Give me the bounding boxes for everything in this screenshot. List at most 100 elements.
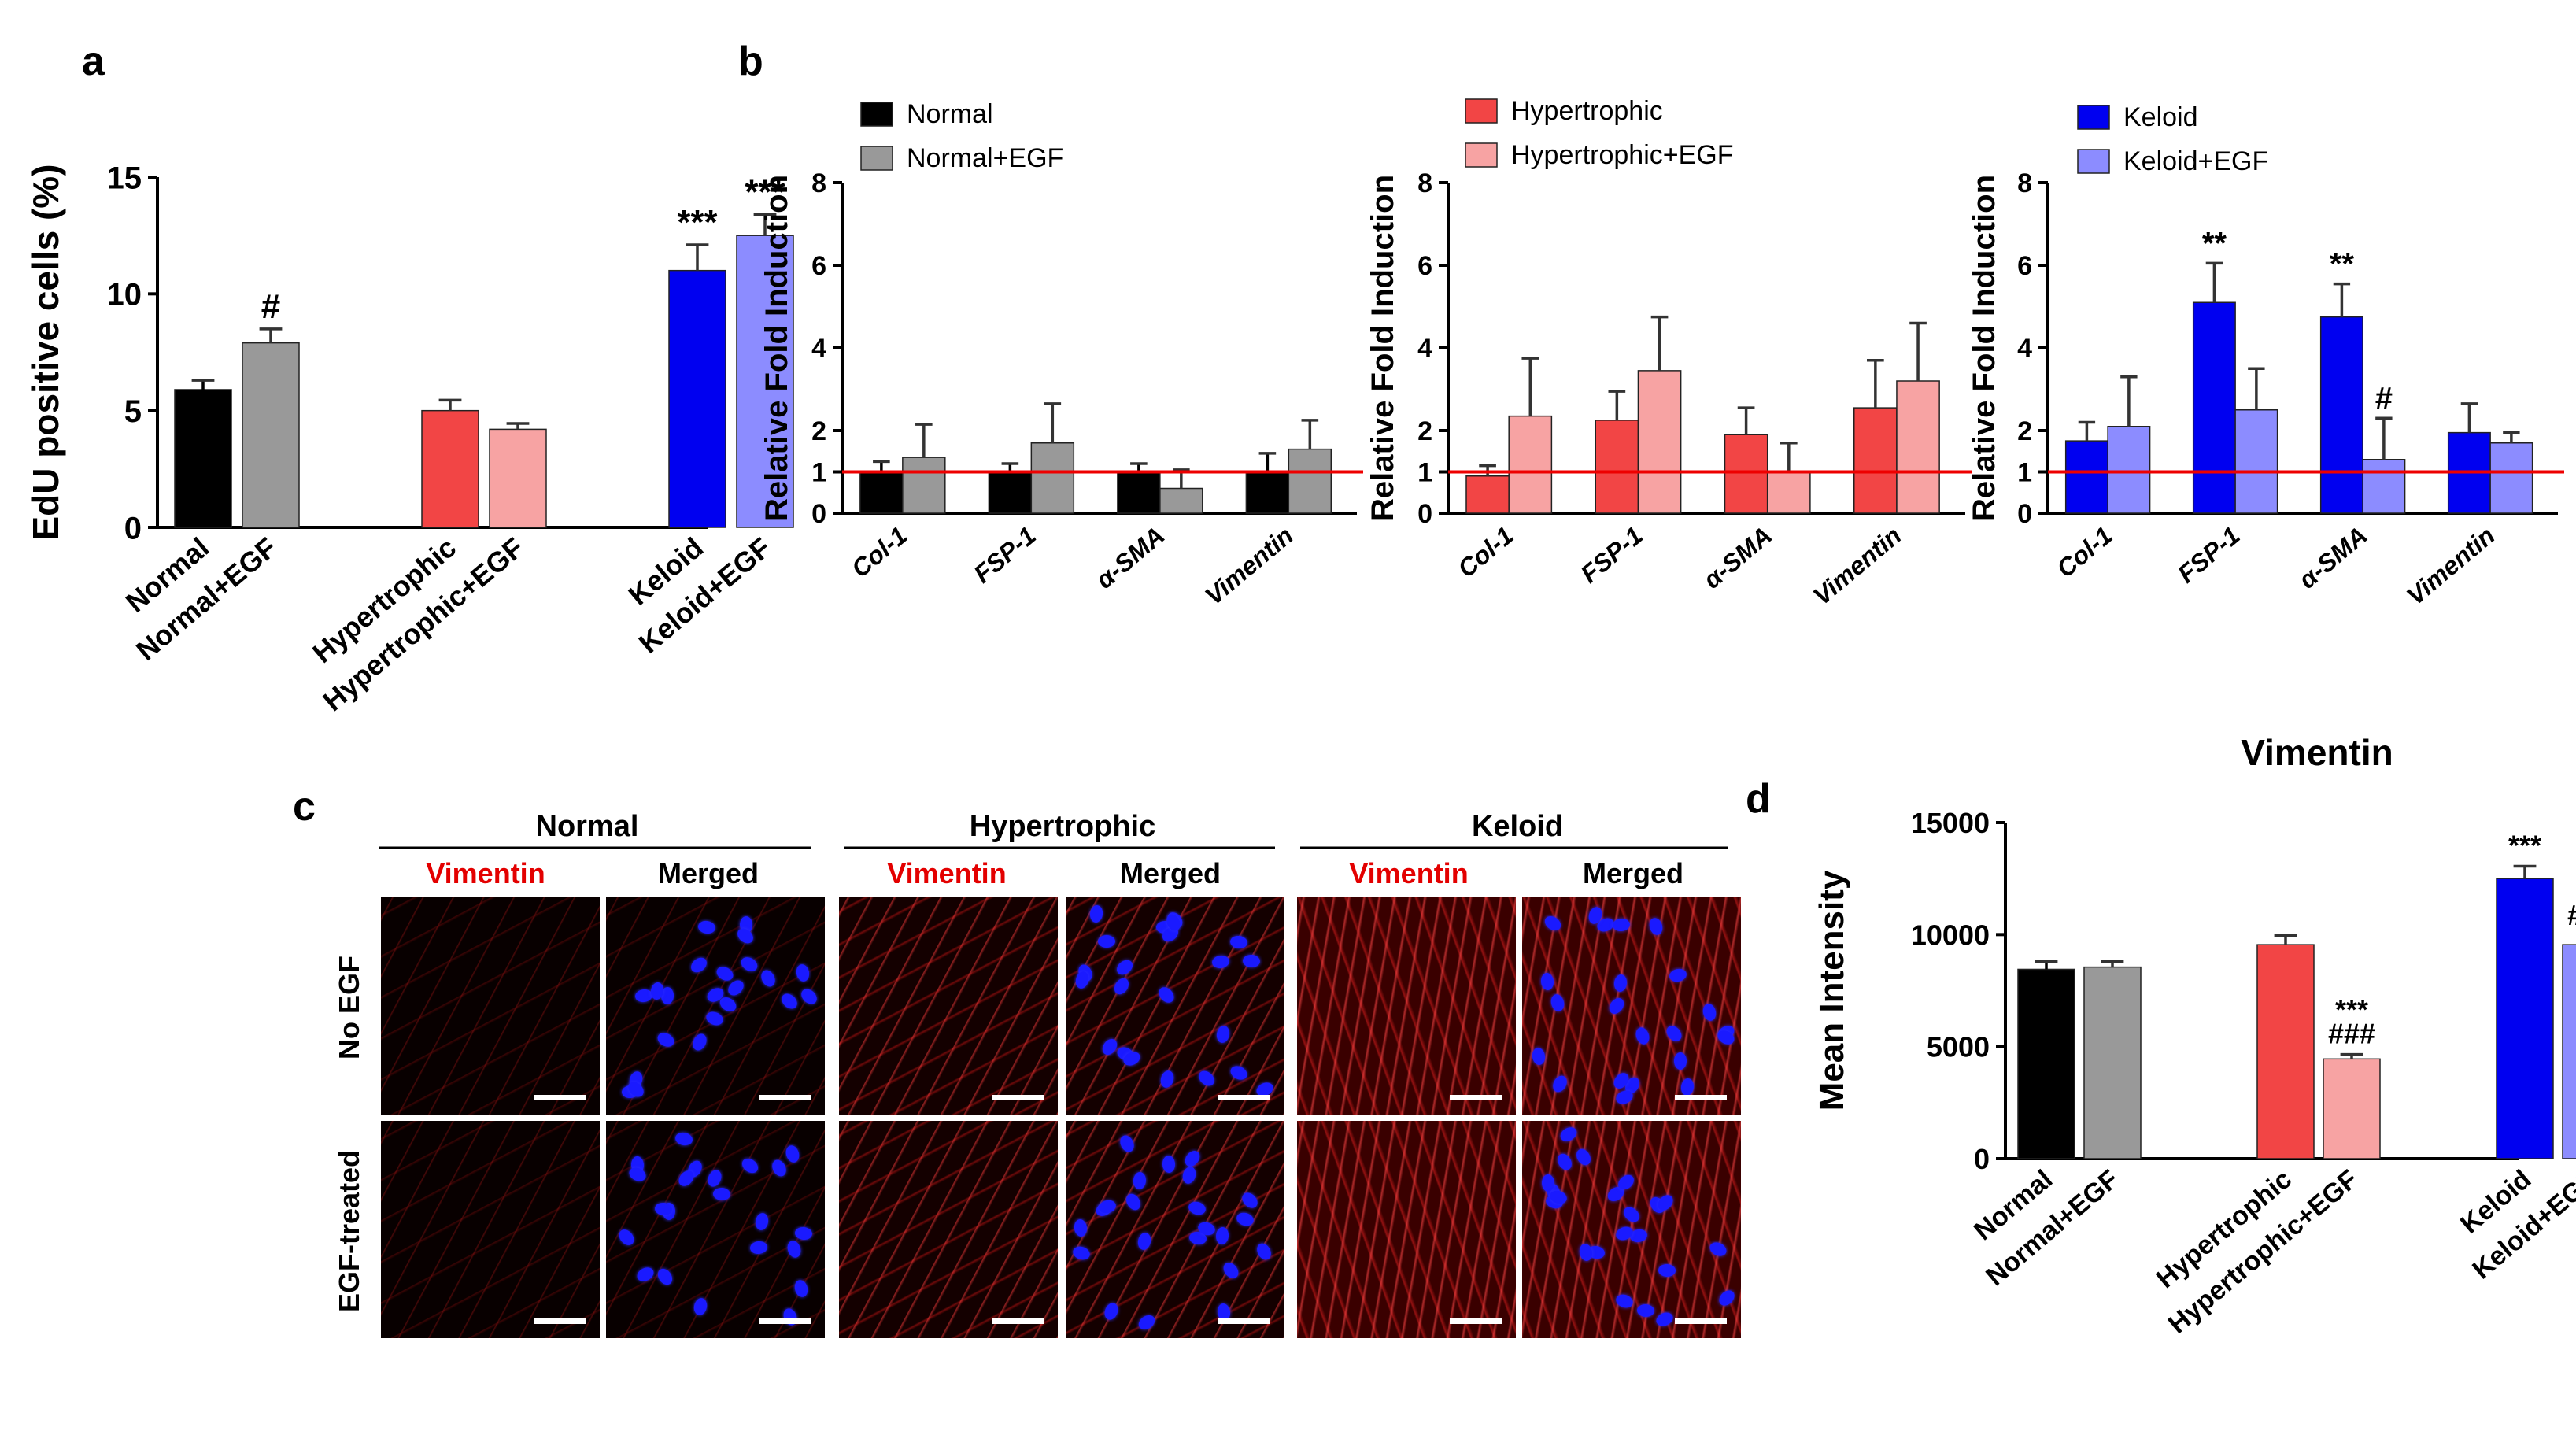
nucleus <box>793 1278 810 1299</box>
y-tick-label: 0 <box>2017 499 2032 529</box>
significance-label: ** <box>2330 247 2355 282</box>
nucleus <box>1088 904 1104 923</box>
legend-swatch <box>860 102 893 127</box>
y-tick-label: 0 <box>1974 1143 1990 1175</box>
nucleus <box>674 1131 694 1147</box>
y-tick-label: 4 <box>2017 334 2032 364</box>
significance-label: # <box>261 287 280 326</box>
nucleus <box>1254 1241 1274 1263</box>
micrograph-no-egf-merged <box>606 897 825 1115</box>
nucleus <box>1117 1133 1137 1155</box>
y-axis-label: Mean Intensity <box>1813 870 1851 1111</box>
y-tick-label: 0 <box>124 511 142 545</box>
micrograph-no-egf-merged <box>1522 897 1741 1115</box>
nucleus <box>758 967 778 989</box>
scale-bar <box>1218 1318 1270 1324</box>
nucleus <box>1136 1312 1158 1333</box>
bar-keloid-egf <box>2107 426 2151 514</box>
scale-bar <box>1450 1095 1502 1100</box>
group-header-keloid: Keloid <box>1472 810 1563 843</box>
nucleus <box>785 1238 804 1260</box>
micrograph-no-egf-vimentin <box>1297 897 1516 1115</box>
nucleus <box>704 1009 726 1028</box>
bar-hypertrophic-egf <box>489 428 547 528</box>
chart-b-normal: 0 1 2 4 6 8 Relative Fold Induction Col-1 FSP-1 α… <box>759 99 1363 610</box>
bar-normal-egf <box>1159 487 1203 514</box>
x-tick-label: Col-1 <box>2051 521 2117 583</box>
legend-swatch <box>2077 105 2110 130</box>
y-tick-label: 8 <box>811 168 826 198</box>
y-tick-label: 2 <box>811 416 826 446</box>
nucleus <box>1136 1231 1153 1252</box>
y-tick-label: 0 <box>811 499 826 529</box>
x-tick-label: α-SMA <box>1090 521 1170 594</box>
bar-hypertrophic-egf <box>1508 415 1553 514</box>
col-header-merged-normal: Merged <box>658 857 759 889</box>
y-tick-label: 4 <box>1417 334 1432 364</box>
bar-keloid <box>2192 301 2236 514</box>
panel-label-b: b <box>738 39 763 84</box>
scale-bar <box>1218 1095 1270 1100</box>
nucleus <box>739 1156 761 1176</box>
nucleus <box>1123 1191 1144 1213</box>
micrograph-egf-treated-vimentin <box>381 1121 600 1338</box>
bar-keloid-egf <box>736 235 794 528</box>
micrograph-no-egf-merged <box>1066 897 1284 1115</box>
legend-label: Hypertrophic+EGF <box>1511 140 1734 170</box>
bar-hypertrophic <box>1595 420 1639 514</box>
nucleus <box>1539 972 1555 991</box>
nucleus <box>1210 954 1231 970</box>
bar-normal <box>859 471 904 514</box>
nucleus <box>1716 1287 1738 1309</box>
row-label-no-egf: No EGF <box>333 956 365 1059</box>
bar-hypertrophic-egf <box>1766 471 1811 514</box>
nucleus <box>1531 1046 1547 1067</box>
y-axis-label: Relative Fold Induction <box>1967 175 2001 521</box>
bar-normal <box>1245 471 1290 514</box>
y-tick-label: 5000 <box>1927 1031 1990 1063</box>
nucleus <box>712 1187 731 1201</box>
bar-keloid-egf <box>2489 442 2533 514</box>
significance-label: *** <box>677 203 718 242</box>
legend-swatch <box>1465 98 1498 124</box>
bar-normal <box>174 389 232 528</box>
scale-bar <box>1675 1318 1727 1324</box>
bar-keloid <box>2319 316 2363 514</box>
x-tick-label: Vimentin <box>2401 521 2500 611</box>
nucleus <box>1612 918 1631 932</box>
y-tick-label: 10 <box>107 278 142 312</box>
nucleus <box>626 1165 649 1184</box>
bar-normal <box>988 471 1033 514</box>
nucleus <box>1187 1200 1207 1217</box>
nucleus <box>1668 967 1688 984</box>
panel-label-d: d <box>1746 776 1771 822</box>
y-tick-label: 15000 <box>1911 807 1990 839</box>
micrograph-egf-treated-vimentin <box>839 1121 1058 1338</box>
y-tick-label: 1 <box>1417 458 1432 488</box>
significance-label: *** <box>745 172 785 211</box>
x-tick-label: α-SMA <box>2293 521 2373 594</box>
nucleus <box>1621 1204 1643 1226</box>
nucleus <box>1181 1165 1198 1185</box>
nucleus <box>1133 1171 1147 1190</box>
nucleus <box>1701 1002 1718 1022</box>
bar-normal-egf <box>902 457 946 514</box>
bar-hypertrophic <box>421 409 479 528</box>
y-tick-label: 6 <box>1417 251 1432 281</box>
nucleus <box>697 919 717 935</box>
col-header-vimentin-hypertrophic: Vimentin <box>887 857 1006 889</box>
significance-label: # <box>2375 381 2393 416</box>
micrograph-no-egf-vimentin <box>381 897 600 1115</box>
y-tick-label: 8 <box>2017 168 2032 198</box>
nucleus <box>1181 1148 1203 1170</box>
nucleus <box>769 1157 789 1179</box>
nucleus <box>655 1266 675 1288</box>
scale-bar <box>759 1095 811 1100</box>
group-header-normal: Normal <box>536 810 639 843</box>
bar-hypertrophic <box>1724 434 1768 514</box>
nucleus <box>784 1144 801 1164</box>
legend-label: Keloid+EGF <box>2123 146 2268 176</box>
